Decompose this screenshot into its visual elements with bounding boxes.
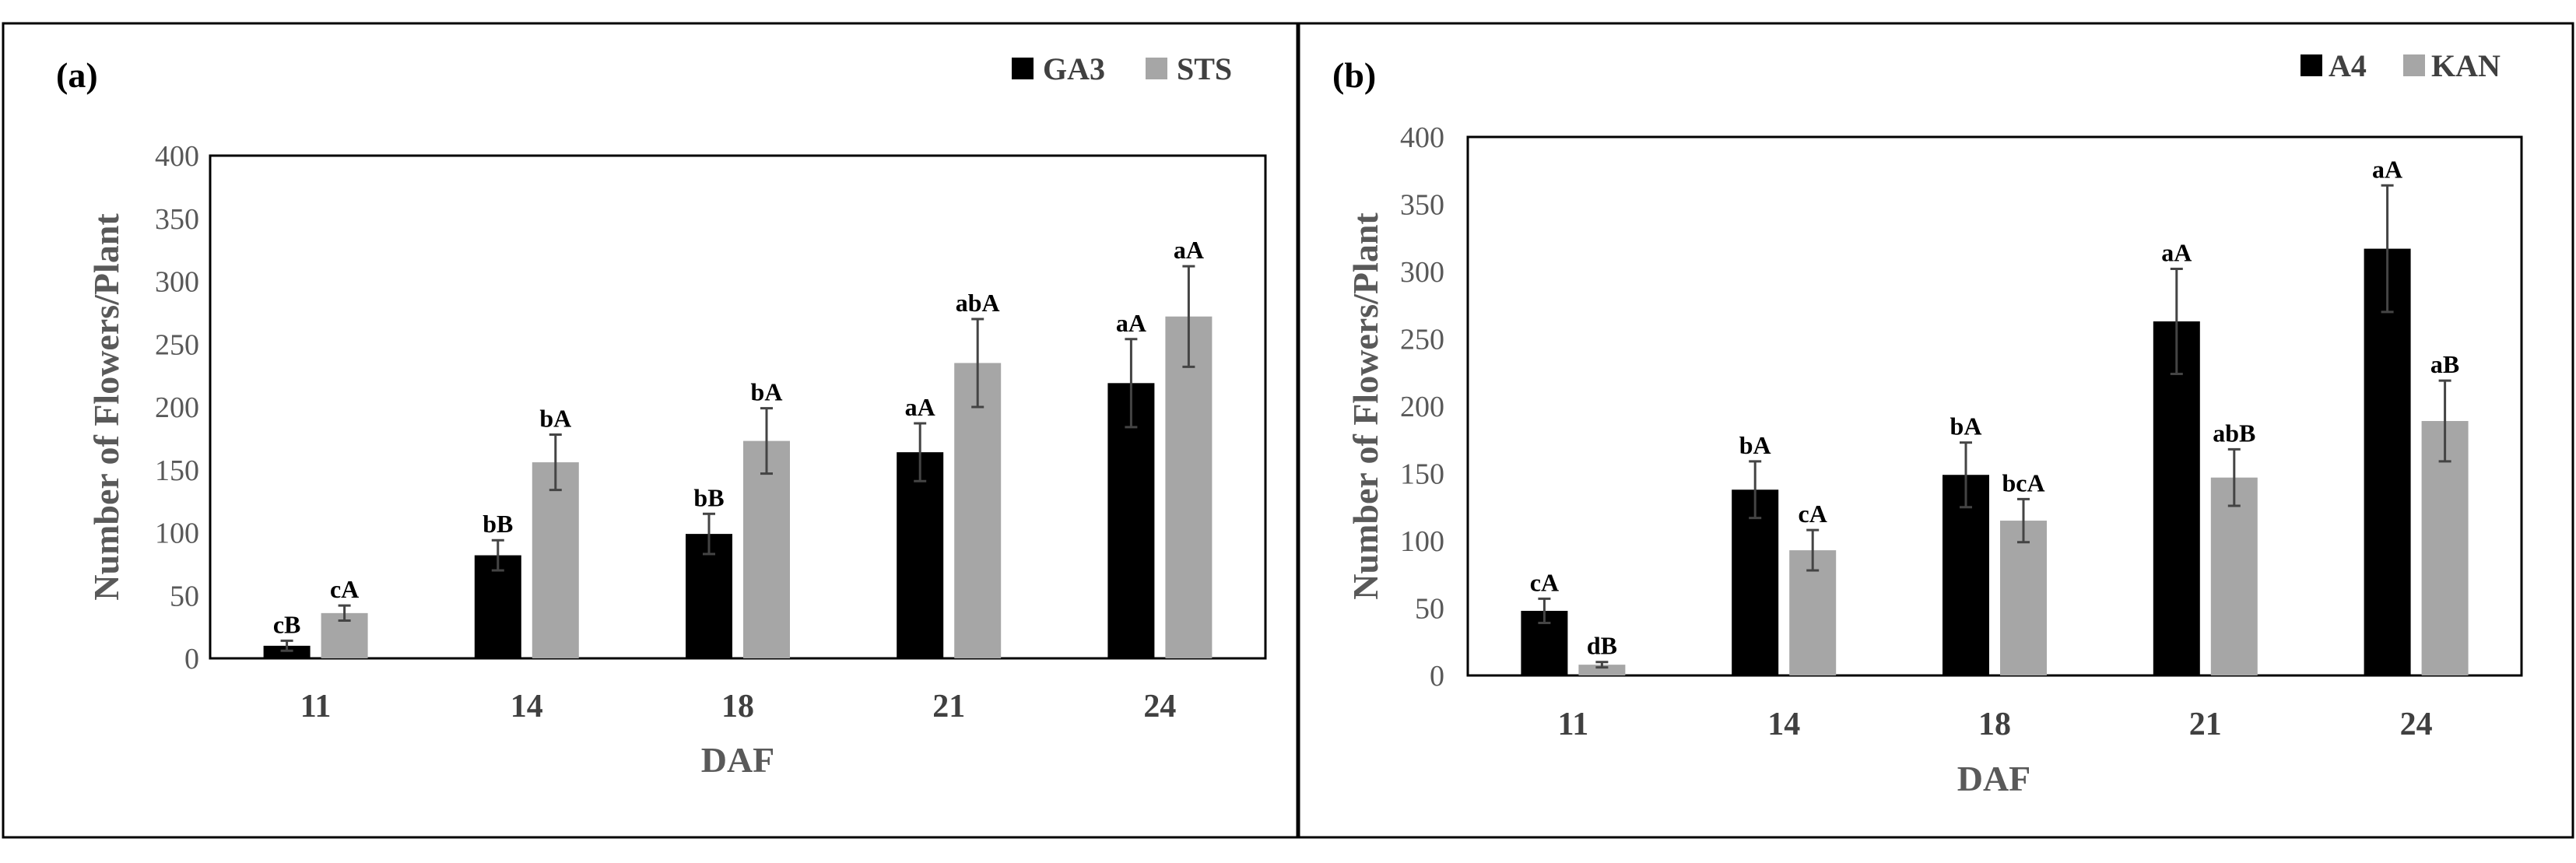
data-label-sts-18: bA: [751, 378, 783, 406]
panel-a-y-tick-label: 350: [155, 203, 199, 236]
bar-ga3-11: [263, 645, 311, 658]
data-label-kan-18: bcA: [2002, 468, 2044, 496]
legend-swatch-kan: [2403, 54, 2425, 76]
panel-b-x-tick-label: 24: [2400, 707, 2433, 742]
bar-ga3-24: [1107, 383, 1155, 658]
panel-a-x-axis-label: DAF: [701, 740, 775, 780]
data-label-a4-24: aA: [2372, 155, 2402, 183]
data-label-kan-24: aB: [2430, 350, 2459, 378]
panel-a-y-tick-label: 50: [170, 580, 199, 612]
panel-a-y-tick-label: 150: [155, 454, 199, 487]
panel-b-y-tick-label: 250: [1400, 324, 1444, 356]
panel-a-plot-area: [209, 154, 1267, 660]
panel-b-y-axis-label: Number of Flowers/Plant: [1346, 212, 1385, 600]
data-label-kan-14: cA: [1799, 500, 1827, 528]
panel-a: (a) GA3 STS Number of Flowers/Plant DAF …: [2, 22, 1300, 839]
panel-a-y-axis-label: Number of Flowers/Plant: [86, 213, 126, 601]
panel-b-x-tick-label: 11: [1558, 707, 1589, 742]
data-label-kan-11: dB: [1587, 632, 1617, 660]
bar-kan-21: [2210, 477, 2258, 675]
panel-a-x-tick-label: 14: [511, 689, 543, 724]
bar-a4-21: [2153, 321, 2200, 675]
data-label-kan-21: abB: [2213, 419, 2255, 447]
panel-a-y-tick-label: 100: [155, 517, 199, 550]
panel-b-x-tick-label: 21: [2189, 707, 2222, 742]
panel-a-y-tick-label: 0: [184, 643, 199, 675]
panel-b-y-tick-label: 100: [1400, 525, 1444, 558]
panel-b-y-tick-label: 400: [1400, 121, 1444, 154]
panel-b-y-tick-label: 50: [1415, 593, 1444, 626]
legend-label-ga3: GA3: [1043, 51, 1105, 86]
bar-ga3-14: [474, 555, 521, 658]
data-label-a4-18: bA: [1950, 412, 1982, 440]
panel-a-y-tick-label: 300: [155, 266, 199, 299]
bar-a4-14: [1732, 489, 1779, 675]
panel-b-y-tick-label: 200: [1400, 391, 1444, 423]
bar-kan-24: [2421, 421, 2469, 675]
bar-sts-24: [1165, 316, 1213, 658]
data-label-sts-21: abA: [956, 289, 1000, 317]
bar-kan-18: [2000, 521, 2047, 675]
panel-b-plot-area: [1466, 135, 2523, 677]
panel-a-x-tick-label: 21: [932, 689, 965, 724]
panel-b-y-tick-label: 0: [1430, 660, 1444, 693]
panel-a-x-tick-label: 11: [300, 689, 332, 724]
panel-a-x-tick-label: 24: [1143, 689, 1176, 724]
legend-label-a4: A4: [2329, 48, 2367, 83]
panel-a-y-tick-label: 200: [155, 391, 199, 424]
legend-swatch-a4: [2301, 54, 2322, 76]
panel-b-x-tick-label: 14: [1767, 707, 1800, 742]
bar-ga3-21: [897, 452, 944, 658]
data-label-sts-14: bA: [539, 405, 571, 433]
legend-label-sts: STS: [1177, 51, 1232, 86]
bar-sts-14: [532, 462, 579, 658]
panel-b-frame: [1297, 22, 2574, 839]
data-label-ga3-11: cB: [273, 610, 301, 638]
legend-label-kan: KAN: [2431, 48, 2501, 83]
panel-b-x-tick-label: 18: [1978, 707, 2011, 742]
data-label-a4-21: aA: [2161, 239, 2192, 267]
data-label-a4-14: bA: [1739, 431, 1771, 459]
bar-a4-24: [2364, 248, 2411, 676]
legend-swatch-ga3: [1012, 58, 1034, 79]
data-label-ga3-21: aA: [905, 393, 935, 421]
panel-b-x-axis-label: DAF: [1957, 759, 2031, 798]
bar-kan-11: [1578, 665, 1626, 675]
data-label-sts-11: cA: [330, 575, 359, 603]
bar-sts-18: [743, 440, 790, 658]
data-label-sts-24: aA: [1174, 236, 1204, 264]
data-label-ga3-18: bB: [693, 483, 724, 511]
bar-sts-21: [954, 363, 1002, 658]
data-label-ga3-24: aA: [1116, 309, 1146, 337]
panel-a-y-tick-label: 250: [155, 328, 199, 361]
panel-a-x-tick-label: 18: [721, 689, 754, 724]
panel-b-y-tick-label: 350: [1400, 189, 1444, 222]
panel-b-y-tick-label: 300: [1400, 256, 1444, 289]
panel-a-frame: [2, 22, 1300, 839]
panel-a-y-tick-label: 400: [155, 140, 199, 173]
panel-a-label: (a): [56, 55, 98, 95]
data-label-a4-11: cA: [1530, 568, 1559, 596]
data-label-ga3-14: bB: [483, 510, 513, 538]
panel-b-label: (b): [1332, 55, 1376, 95]
panel-b: (b) A4 KAN Number of Flowers/Plant DAF 0…: [1296, 22, 2574, 839]
legend-swatch-sts: [1146, 58, 1167, 79]
panel-b-y-tick-label: 150: [1400, 458, 1444, 491]
